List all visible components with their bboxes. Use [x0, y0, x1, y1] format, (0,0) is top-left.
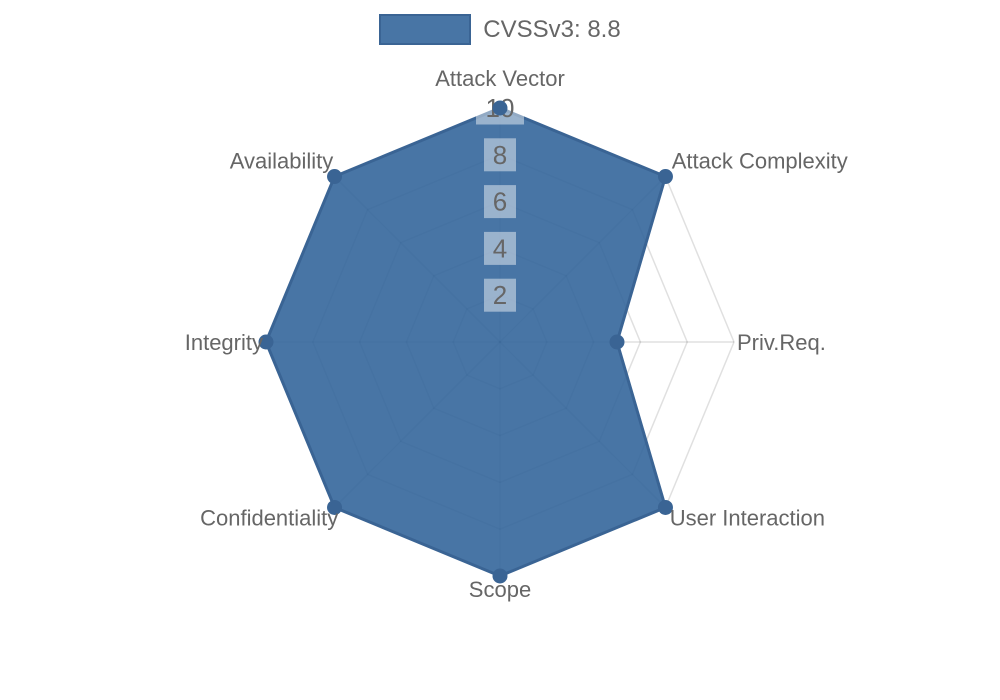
tick-backdrop: [484, 231, 516, 265]
data-point-availability[interactable]: [327, 169, 343, 185]
tick-label: 4: [493, 233, 507, 263]
data-point-priv-req-[interactable]: [609, 334, 625, 350]
data-point-user-interaction[interactable]: [657, 499, 673, 515]
tick-backdrop: [484, 138, 516, 172]
axis-label-priv-req-: Priv.Req.: [737, 330, 826, 355]
legend-label: CVSSv3: 8.8: [483, 15, 621, 43]
axis-label-integrity: Integrity: [185, 330, 263, 355]
tick-label: 8: [493, 140, 507, 170]
axis-label-attack-vector: Attack Vector: [435, 66, 565, 91]
axis-label-confidentiality: Confidentiality: [200, 506, 338, 531]
tick-label: 6: [493, 187, 507, 217]
data-point-attack-vector[interactable]: [492, 100, 508, 116]
axis-label-scope: Scope: [469, 577, 531, 602]
tick-label: 2: [493, 280, 507, 310]
data-point-integrity[interactable]: [258, 334, 274, 350]
chart-legend[interactable]: CVSSv3: 8.8: [0, 14, 1000, 45]
axis-label-availability: Availability: [230, 148, 334, 173]
axis-label-user-interaction: User Interaction: [670, 506, 825, 531]
axis-label-attack-complexity: Attack Complexity: [672, 148, 848, 173]
tick-backdrop: [484, 185, 516, 219]
data-point-scope[interactable]: [492, 568, 508, 584]
legend-color-box: [379, 14, 472, 45]
data-point-confidentiality[interactable]: [327, 499, 343, 515]
tick-backdrop: [484, 278, 516, 312]
data-point-attack-complexity[interactable]: [657, 169, 673, 185]
